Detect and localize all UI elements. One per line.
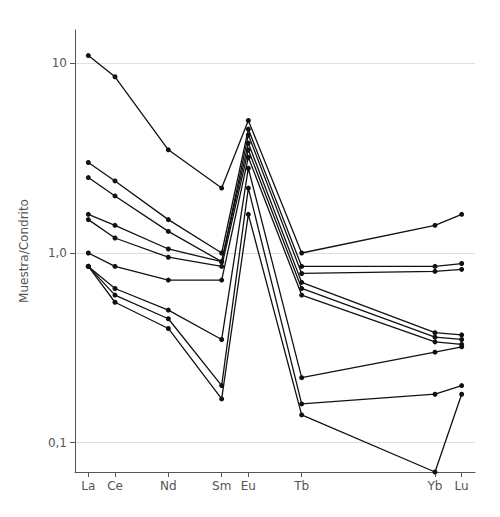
svg-text:Muestra/Condrito: Muestra/Condrito: [17, 199, 31, 303]
svg-text:10: 10: [52, 56, 67, 70]
svg-text:Nd: Nd: [160, 479, 177, 493]
svg-text:Lu: Lu: [455, 479, 469, 493]
svg-text:Tb: Tb: [293, 479, 309, 493]
svg-text:La: La: [81, 479, 95, 493]
svg-text:Ce: Ce: [107, 479, 123, 493]
svg-text:Yb: Yb: [427, 479, 443, 493]
svg-text:0,1: 0,1: [48, 436, 67, 450]
svg-text:Sm: Sm: [212, 479, 231, 493]
svg-text:1,0: 1,0: [48, 246, 67, 260]
svg-text:Eu: Eu: [241, 479, 256, 493]
